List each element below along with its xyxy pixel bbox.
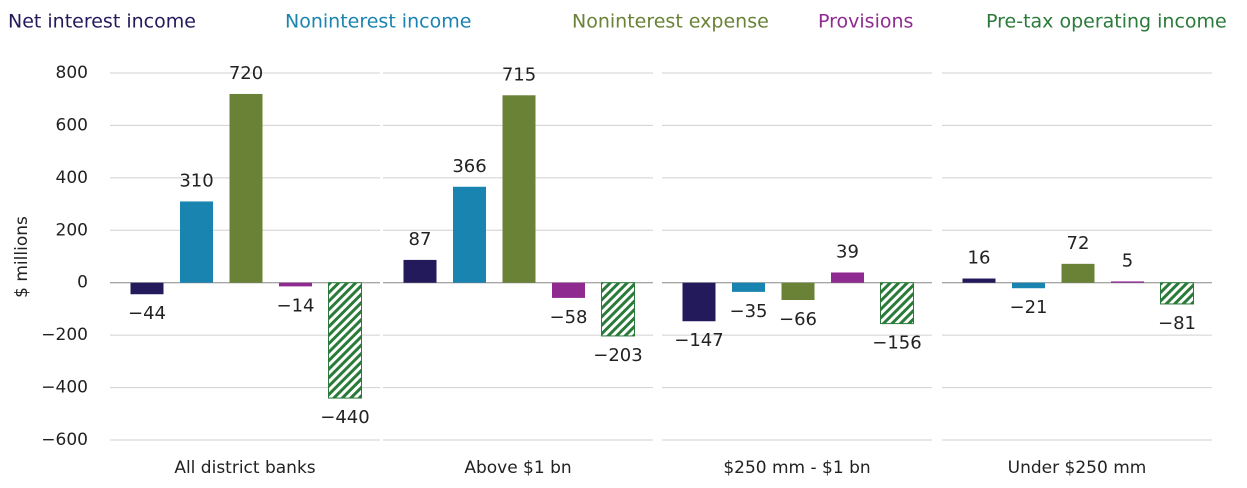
value-label: −58 — [550, 307, 588, 328]
value-label: −44 — [128, 303, 166, 324]
value-label: 715 — [502, 64, 536, 85]
value-label: 366 — [452, 156, 486, 177]
value-label: 5 — [1122, 250, 1133, 271]
bar — [130, 282, 164, 295]
value-label: 310 — [179, 170, 213, 191]
y-tick-label: 200 — [56, 220, 88, 240]
y-tick-label: −200 — [41, 325, 88, 345]
value-label: 720 — [229, 63, 263, 84]
bar — [962, 278, 996, 283]
value-label: 16 — [968, 248, 991, 269]
value-label: −203 — [593, 345, 642, 366]
legend-entry: Net interest income — [8, 11, 196, 33]
bar — [781, 282, 815, 301]
value-label: −81 — [1158, 313, 1196, 334]
y-axis-label: $ millions — [12, 216, 32, 298]
x-tick-label: Under $250 mm — [1008, 458, 1147, 478]
value-label: −14 — [277, 295, 315, 316]
bar — [453, 186, 486, 283]
bar — [180, 201, 213, 283]
bar — [403, 259, 437, 283]
y-tick-label: −400 — [41, 378, 88, 398]
value-label: −66 — [779, 309, 817, 330]
legend-entry: Noninterest expense — [572, 11, 769, 33]
legend-entry: Provisions — [818, 11, 913, 33]
bar — [732, 282, 765, 292]
x-tick-label: Above $1 bn — [464, 458, 571, 478]
bar — [682, 282, 716, 322]
value-label: −156 — [872, 333, 921, 354]
bar — [1061, 263, 1095, 283]
bar — [1012, 282, 1045, 289]
legend-entry: Noninterest income — [285, 11, 471, 33]
value-label: 72 — [1067, 233, 1090, 254]
legend-entry: Pre-tax operating income — [986, 11, 1227, 33]
y-tick-label: 0 — [77, 273, 88, 293]
value-label: 39 — [836, 241, 859, 262]
x-tick-label: $250 mm - $1 bn — [723, 458, 870, 478]
y-tick-label: −600 — [41, 430, 88, 450]
value-label: −35 — [730, 301, 768, 322]
x-tick-label: All district banks — [174, 458, 315, 478]
bar — [880, 282, 914, 325]
y-tick-label: 800 — [56, 63, 88, 83]
bar — [552, 282, 585, 298]
bar — [328, 282, 362, 399]
value-label: −440 — [320, 407, 369, 428]
bar — [502, 95, 536, 283]
bar — [601, 282, 635, 337]
bar — [1160, 282, 1194, 305]
y-tick-label: 600 — [56, 115, 88, 135]
bar — [1111, 281, 1144, 283]
bar — [229, 93, 263, 283]
value-label: −21 — [1010, 297, 1048, 318]
value-label: −147 — [674, 330, 723, 351]
bar — [279, 282, 312, 287]
bar — [831, 272, 864, 283]
value-label: 87 — [409, 229, 432, 250]
y-tick-label: 400 — [56, 168, 88, 188]
